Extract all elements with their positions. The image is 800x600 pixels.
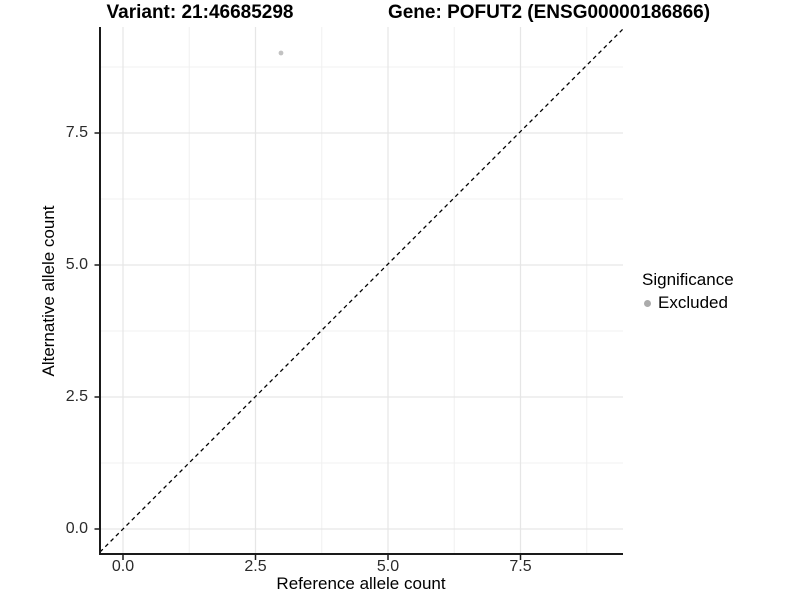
legend-entry-label: Excluded — [658, 293, 728, 312]
plot-title-gene: Gene: POFUT2 (ENSG00000186866) — [387, 2, 711, 23]
x-axis-title: Reference allele count — [276, 574, 446, 593]
y-tick-label-2-5: 2.5 — [65, 388, 88, 405]
axis-ticks — [94, 132, 522, 560]
legend-entry-excluded: Excluded — [642, 293, 734, 313]
x-tick-label-0: 0.0 — [111, 558, 135, 575]
grid-major — [101, 27, 623, 553]
x-tick-label-7-5: 7.5 — [509, 558, 532, 575]
plot-title-variant: Variant: 21:46685298 — [106, 2, 294, 23]
y-tick-label-0-0: 0.0 — [65, 520, 88, 537]
identity-dashed-line — [99, 28, 624, 553]
y-axis-title: Alternative allele count — [39, 205, 58, 377]
legend-key-circle-icon — [644, 299, 651, 307]
x-tick-label-5-0: 5.0 — [376, 558, 400, 575]
grid-minor — [101, 27, 623, 553]
y-tick-label-7-5: 7.5 — [65, 124, 88, 141]
x-tick-label-2-5: 2.5 — [244, 558, 267, 575]
data-point-excluded — [278, 50, 284, 56]
y-tick-label-5-0: 5.0 — [65, 256, 88, 273]
axis-lines — [99, 27, 623, 555]
legend: Significance Excluded — [642, 270, 734, 313]
legend-title: Significance — [642, 270, 734, 289]
